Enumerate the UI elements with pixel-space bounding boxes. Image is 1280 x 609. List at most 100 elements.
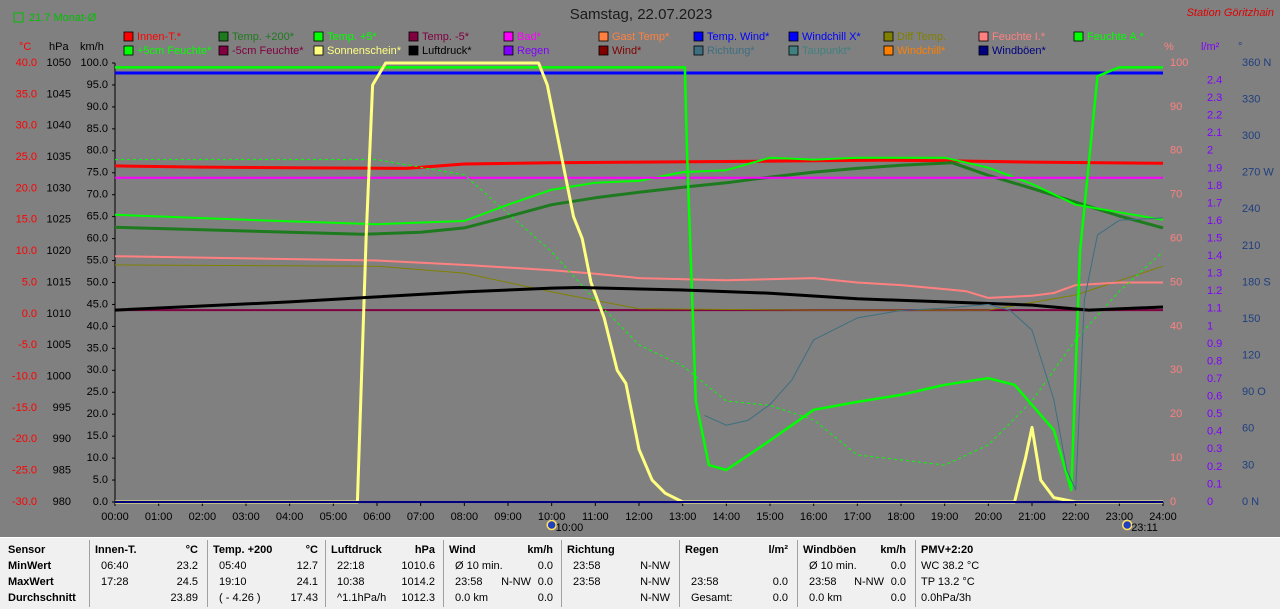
cell-left: 17:28	[101, 576, 129, 588]
y-tick-label: 30.0	[87, 364, 108, 376]
y-tick-label: 0.5	[1207, 408, 1222, 420]
legend-label: Windchill X*	[802, 31, 861, 43]
legend-label: Sonnenschein*	[327, 45, 402, 57]
column-title: Sensor	[8, 544, 46, 556]
y-tick-label: 40	[1170, 320, 1182, 332]
marker-icon	[546, 519, 557, 531]
y-tick-label: 70.0	[87, 189, 108, 201]
row-label: Durchschnitt	[8, 592, 76, 604]
y-tick-label: 25.0	[16, 151, 37, 163]
column-unit: °C	[305, 544, 318, 556]
y-tick-label: 0.8	[1207, 355, 1222, 367]
x-tick-label: 08:00	[451, 511, 479, 523]
y-tick-label: 20.0	[16, 182, 37, 194]
cell-left: 23:58	[573, 576, 601, 588]
y-tick-label: 50	[1170, 276, 1182, 288]
y-tick-label: 1.6	[1207, 215, 1222, 227]
legend-swatch	[218, 45, 229, 56]
legend-swatch	[598, 31, 609, 42]
station-name: Station Göritzhain	[1187, 7, 1274, 19]
x-tick-label: 24:00	[1149, 511, 1177, 523]
legend-label: Innen-T.*	[137, 31, 182, 43]
cell-value: 12.7	[296, 560, 318, 572]
y-tick-label: 1015	[47, 276, 71, 288]
legend-label: +5cm Feuchte*	[137, 45, 212, 57]
column-divider	[679, 540, 680, 607]
legend-swatch	[693, 31, 704, 42]
legend-swatch	[1073, 31, 1084, 42]
x-tick-label: 16:00	[800, 511, 828, 523]
chart-title: Samstag, 22.07.2023	[570, 6, 713, 23]
y-tick-label: 180 S	[1242, 276, 1271, 288]
y-tick-label: 0	[1170, 496, 1176, 508]
legend-label: Feuchte I.*	[992, 31, 1046, 43]
legend-swatch	[883, 45, 894, 56]
chart: 21.7 Monat-Ø Samstag, 22.07.2023 Station…	[12, 6, 1274, 534]
x-tick-label: 06:00	[363, 511, 391, 523]
cell-left: 0.0 km	[809, 592, 843, 604]
legend-swatch	[503, 31, 514, 42]
y-tick-label: -20.0	[12, 433, 37, 445]
series-line	[114, 286, 1164, 312]
legend-swatch	[123, 45, 134, 56]
column-unit: °C	[185, 544, 198, 556]
y-tick-label: 2.3	[1207, 92, 1222, 104]
x-tick-label: 15:00	[756, 511, 784, 523]
legend-label: Wind*	[612, 45, 642, 57]
series-line	[114, 156, 1164, 226]
monthly-icon	[13, 12, 24, 23]
series-line	[114, 161, 1164, 236]
y-tick-label: 1035	[47, 151, 71, 163]
legend-label: Richtung*	[707, 45, 755, 57]
cell-value: 1010.6	[401, 560, 435, 572]
x-tick-label: 20:00	[975, 511, 1003, 523]
cell-value: 0.0	[890, 560, 906, 572]
x-tick-label: 00:00	[101, 511, 129, 523]
legend-label: Diff Temp.	[897, 31, 946, 43]
row-label: MinWert	[8, 560, 52, 572]
y-tick-label: 75.0	[87, 167, 108, 179]
y-tick-label: 0 N	[1242, 496, 1259, 508]
cell-value: N-NW	[640, 576, 670, 588]
cell-mid: N-NW	[854, 576, 884, 588]
axis-unit: l/m²	[1201, 41, 1220, 53]
column-unit: km/h	[527, 544, 553, 556]
x-tick-label: 12:00	[625, 511, 653, 523]
y-tick-label: 85.0	[87, 123, 108, 135]
x-tick-label: 21:00	[1018, 511, 1046, 523]
y-tick-label: 150	[1242, 313, 1260, 325]
cell-value: 0.0	[890, 592, 906, 604]
y-tick-label: -15.0	[12, 402, 37, 414]
column-title: Temp. +200	[213, 544, 273, 556]
cell-left: TP 13.2 °C	[921, 576, 975, 588]
y-tick-label: 1020	[47, 245, 71, 257]
series-line	[115, 159, 1164, 466]
x-tick-label: 10:00	[538, 511, 566, 523]
legend-swatch	[883, 31, 894, 42]
column-unit: km/h	[880, 544, 906, 556]
x-tick-label: 04:00	[276, 511, 304, 523]
y-tick-label: 1030	[47, 182, 71, 194]
y-tick-label: 60	[1242, 423, 1254, 435]
column-title: Windböen	[803, 544, 857, 556]
cell-value: N-NW	[640, 560, 670, 572]
series-line	[115, 66, 1163, 492]
y-tick-label: 95.0	[87, 79, 108, 91]
y-tick-label: 50.0	[87, 276, 108, 288]
legend-swatch	[218, 31, 229, 42]
y-tick-label: 80.0	[87, 145, 108, 157]
x-tick-label: 05:00	[320, 511, 348, 523]
cell-value: 1014.2	[401, 576, 435, 588]
cell-left: 23:58	[691, 576, 719, 588]
legend-swatch	[788, 45, 799, 56]
y-tick-label: 240	[1242, 203, 1260, 215]
y-tick-label: 2	[1207, 145, 1213, 157]
y-tick-label: 360 N	[1242, 57, 1271, 69]
legend-swatch	[978, 31, 989, 42]
y-tick-label: 90.0	[87, 101, 108, 113]
y-tick-label: 0.0	[93, 496, 108, 508]
y-tick-label: 100	[1170, 57, 1188, 69]
y-tick-label: 1.5	[1207, 233, 1222, 245]
y-tick-label: 0.2	[1207, 461, 1222, 473]
